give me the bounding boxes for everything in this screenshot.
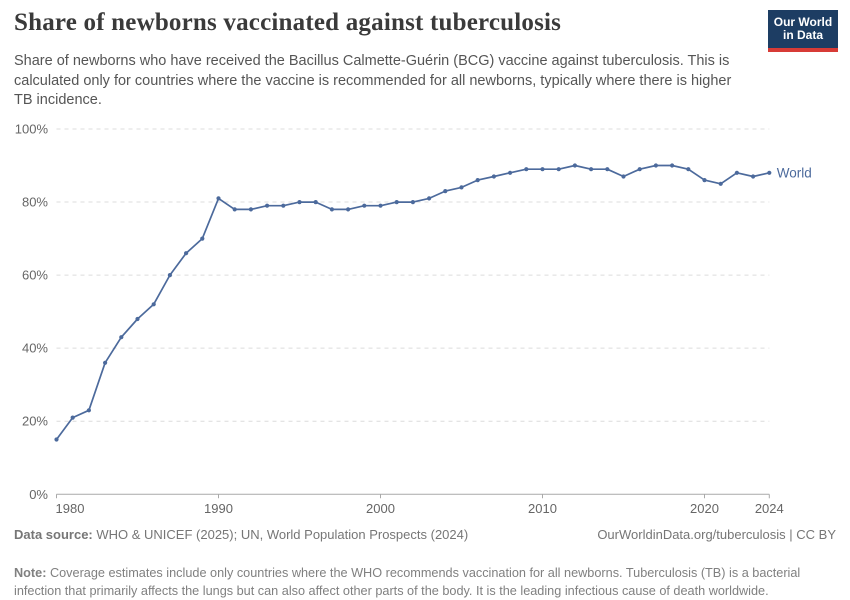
data-source-line: Data source: WHO & UNICEF (2025); UN, Wo… [14,527,468,542]
data-point [265,203,270,208]
note-label: Note: [14,565,47,580]
license-link[interactable]: CC BY [796,527,836,542]
x-axis-label: 1990 [204,501,233,516]
y-axis-label: 0% [29,487,48,502]
data-point [556,167,561,172]
data-point [329,207,334,212]
data-point [119,335,124,340]
owid-logo-line1: Our World [773,14,833,29]
data-point [410,200,415,205]
chart-url-link[interactable]: OurWorldinData.org/tuberculosis [597,527,786,542]
data-point [589,167,594,172]
data-point [135,316,140,322]
data-point [427,196,432,201]
chart-footer: Data source: WHO & UNICEF (2025); UN, Wo… [14,527,836,542]
data-point [70,415,75,420]
data-source-label: Data source: [14,527,93,542]
data-point [200,236,205,241]
data-point [151,302,156,307]
data-point [167,273,172,278]
data-point [346,207,351,212]
x-axis-label: 1980 [56,501,85,516]
data-point [751,174,756,179]
footer-separator: | [785,527,797,542]
data-point [686,167,691,172]
x-axis-label: 2000 [366,501,395,516]
series-line[interactable] [55,164,771,441]
data-point [621,174,626,179]
data-point [362,203,367,208]
data-point [605,167,610,172]
data-point [491,174,496,179]
data-point [459,185,464,190]
data-point [718,181,723,186]
data-point [637,167,642,172]
data-point [767,170,772,175]
data-point [443,189,448,194]
data-point [378,203,383,208]
data-point [524,167,529,172]
data-point [508,170,513,175]
data-point [86,408,91,413]
footer-links: OurWorldinData.org/tuberculosis | CC BY [597,527,836,542]
data-point [572,163,578,168]
data-point [394,200,399,205]
line-chart: 0% 20% 40% 60% 80% 100% 1980 1990 2000 2010 2020 20… [15,122,812,516]
data-point [248,207,253,212]
data-point [540,167,545,172]
data-point [313,200,318,205]
data-point [734,170,740,175]
chart-note: Note: Coverage estimates include only co… [14,564,836,600]
x-axis-label: 2010 [528,501,557,516]
y-axis-label: 60% [22,268,48,283]
data-point [475,178,480,183]
page-title: Share of newborns vaccinated against tub… [14,9,562,36]
y-axis-label: 20% [22,414,48,429]
y-axis-label: 100% [15,122,49,137]
data-point [702,178,707,183]
data-point [670,163,675,168]
data-point [184,251,189,256]
data-source-text: WHO & UNICEF (2025); UN, World Populatio… [92,527,469,542]
series-label: World [777,165,812,180]
data-point [297,200,302,205]
x-axis-label: 2020 [690,501,719,516]
y-axis-label: 80% [22,195,48,210]
owid-logo-line2: in Data [782,28,823,42]
data-point [103,360,108,365]
x-axis-label: 2024 [755,501,784,516]
y-axis-label: 40% [22,341,48,356]
data-point [281,203,286,208]
data-point [653,163,659,168]
chart-subtitle: Share of newborns who have received the … [14,53,732,108]
owid-logo[interactable]: Our World in Data [768,10,838,52]
data-point [54,437,59,442]
note-text: Coverage estimates include only countrie… [14,565,801,598]
data-point [232,207,237,212]
data-point [216,196,221,201]
